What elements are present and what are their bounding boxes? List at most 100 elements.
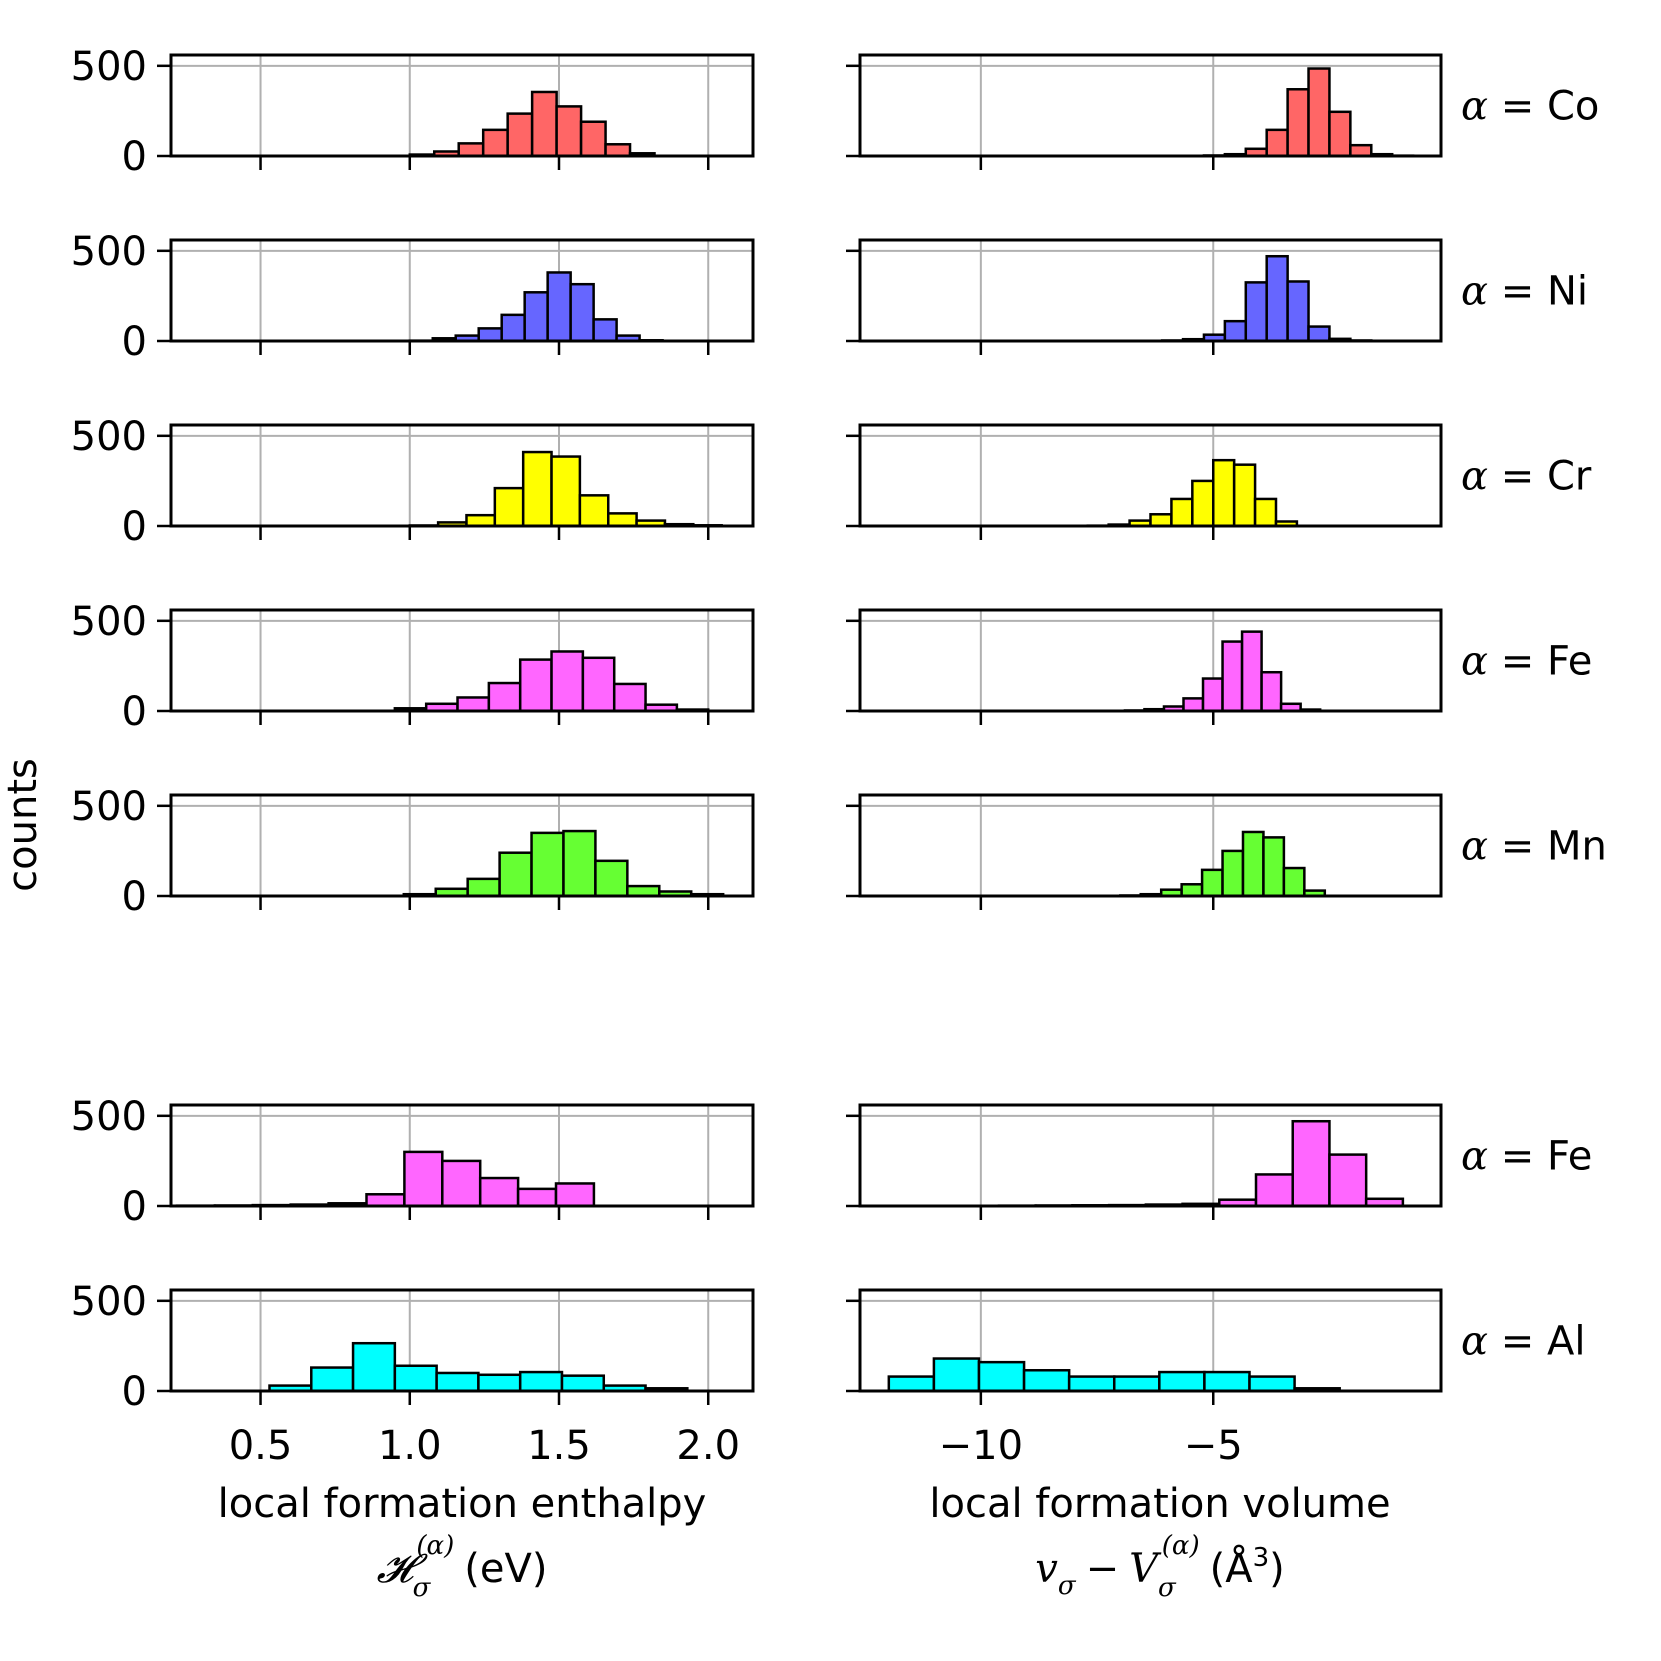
histogram-bar [310,1366,355,1393]
volume-V-subscript: σ [1158,1573,1177,1603]
histogram-bar [562,829,597,898]
panels-group: 0 500 α = Co 0 500 α = Ni 0 500 α = Cr 0 500 α = Fe… [71,44,1607,1469]
histogram-bar [1067,1375,1116,1393]
y-tick-label: 500 [71,1094,147,1140]
histogram-bar [518,658,553,713]
histogram-bar [521,450,553,528]
y-tick-label: 500 [71,599,147,645]
panel-left-row-4: 0 500 [71,599,755,735]
histogram-bar [977,1360,1026,1393]
histogram-bar [1221,640,1244,713]
histogram-bar [1221,849,1245,898]
histogram-bar [550,650,585,713]
row-label: α = Fe [1461,1134,1592,1180]
row-label: α = Cr [1461,454,1592,500]
row-label-element: = Ni [1488,269,1588,315]
axes-frame [858,1288,1443,1393]
histogram-bar [481,128,509,158]
panel-right-row-3: α = Cr [846,423,1592,540]
y-tick-label: 0 [122,1369,147,1415]
axes-frame [169,238,755,343]
x-tick-label: 1.0 [378,1423,442,1469]
panel-left-row-5: 0 500 [71,784,755,920]
y-tick-label: 0 [122,689,147,735]
y-tick-label: 500 [71,414,147,460]
histogram-bar [1022,1369,1071,1393]
axes-frame [169,1103,755,1208]
histogram-bar [477,1373,522,1393]
histogram-bar [1248,1375,1296,1393]
histogram-bar [1265,128,1289,158]
axes-frame [858,53,1443,158]
histogram-bar [592,318,618,343]
histogram-bar [351,1341,397,1393]
row-label-alpha: α [1461,1319,1488,1365]
histogram-bar [500,313,526,343]
histogram-bar [1307,325,1331,343]
histogram-bar [1201,677,1224,713]
panel-left-row-1: 0 500 [71,44,755,180]
y-tick-label: 0 [122,319,147,365]
enthalpy-superscript: (α) [416,1531,454,1561]
histogram-bar [1307,67,1331,158]
panel-left-row-7: 0 500 0.5 1.0 1.5 2.0 [71,1279,755,1469]
histogram-bar [1349,143,1373,158]
histogram-bar [506,112,534,158]
row-label: α = Fe [1461,639,1592,685]
axes-frame [858,238,1443,343]
panel-right-row-1: α = Co [846,53,1599,170]
histogram-bar [604,143,632,158]
histogram-bar [465,513,497,528]
axes-frame [169,608,755,713]
histogram-bar [581,656,616,713]
volume-unit-superscript: 3 [1253,1543,1270,1573]
histogram-bar [466,877,501,898]
y-tick-label: 500 [71,784,147,830]
histogram-bar [478,1176,520,1208]
axes-frame [858,793,1443,898]
histogram-bar [1203,1370,1251,1393]
histogram-bar [477,327,503,343]
histogram-bar [1282,866,1306,898]
panel-left-row-6: 0 500 [71,1094,755,1230]
row-label-alpha: α [1461,639,1488,685]
histogram-bar [1244,281,1268,343]
histogram-bar [606,512,638,528]
volume-V-symbol: V [1129,1546,1162,1592]
histogram-bar [1328,1153,1368,1208]
histogram-bar [457,142,485,158]
row-label-alpha: α [1461,824,1488,870]
panel-right-row-4: α = Fe [846,608,1592,725]
histogram-bar [1286,280,1310,343]
histogram-bar [435,1371,480,1393]
histogram-bar [1291,1119,1331,1208]
x-tick-label: 1.5 [527,1423,591,1469]
row-label: α = Al [1461,1319,1585,1365]
row-label-element: = Mn [1488,824,1607,870]
axes-frame [858,1103,1443,1208]
histogram-bar [1191,479,1215,528]
y-axis-label: counts [0,758,46,892]
histogram-bar [1240,630,1263,713]
y-tick-label: 0 [122,1184,147,1230]
histogram-bar [1182,697,1205,713]
histogram-bar [493,486,525,528]
row-label-element: = Co [1488,84,1599,130]
panel-right-row-6: α = Fe [846,1103,1592,1220]
histogram-bar [1260,670,1283,713]
row-label-alpha: α [1461,454,1488,500]
y-tick-label: 0 [122,504,147,550]
histogram-bar [1180,883,1204,898]
y-tick-label: 500 [71,44,147,90]
row-label-alpha: α [1461,1134,1488,1180]
y-tick-label: 500 [71,1279,147,1325]
panel-right-row-5: α = Mn [846,793,1607,910]
volume-unit-close: ) [1269,1546,1285,1592]
histogram-bar [365,1193,406,1208]
row-label-element: = Al [1488,1319,1585,1365]
histogram-bar [1262,836,1286,898]
right-x-axis-label-line2: vσ − Vσ(α) (Å3) [1035,1531,1285,1603]
histogram-bar [612,682,647,713]
histogram-bar [578,494,610,528]
y-tick-label: 0 [122,874,147,920]
